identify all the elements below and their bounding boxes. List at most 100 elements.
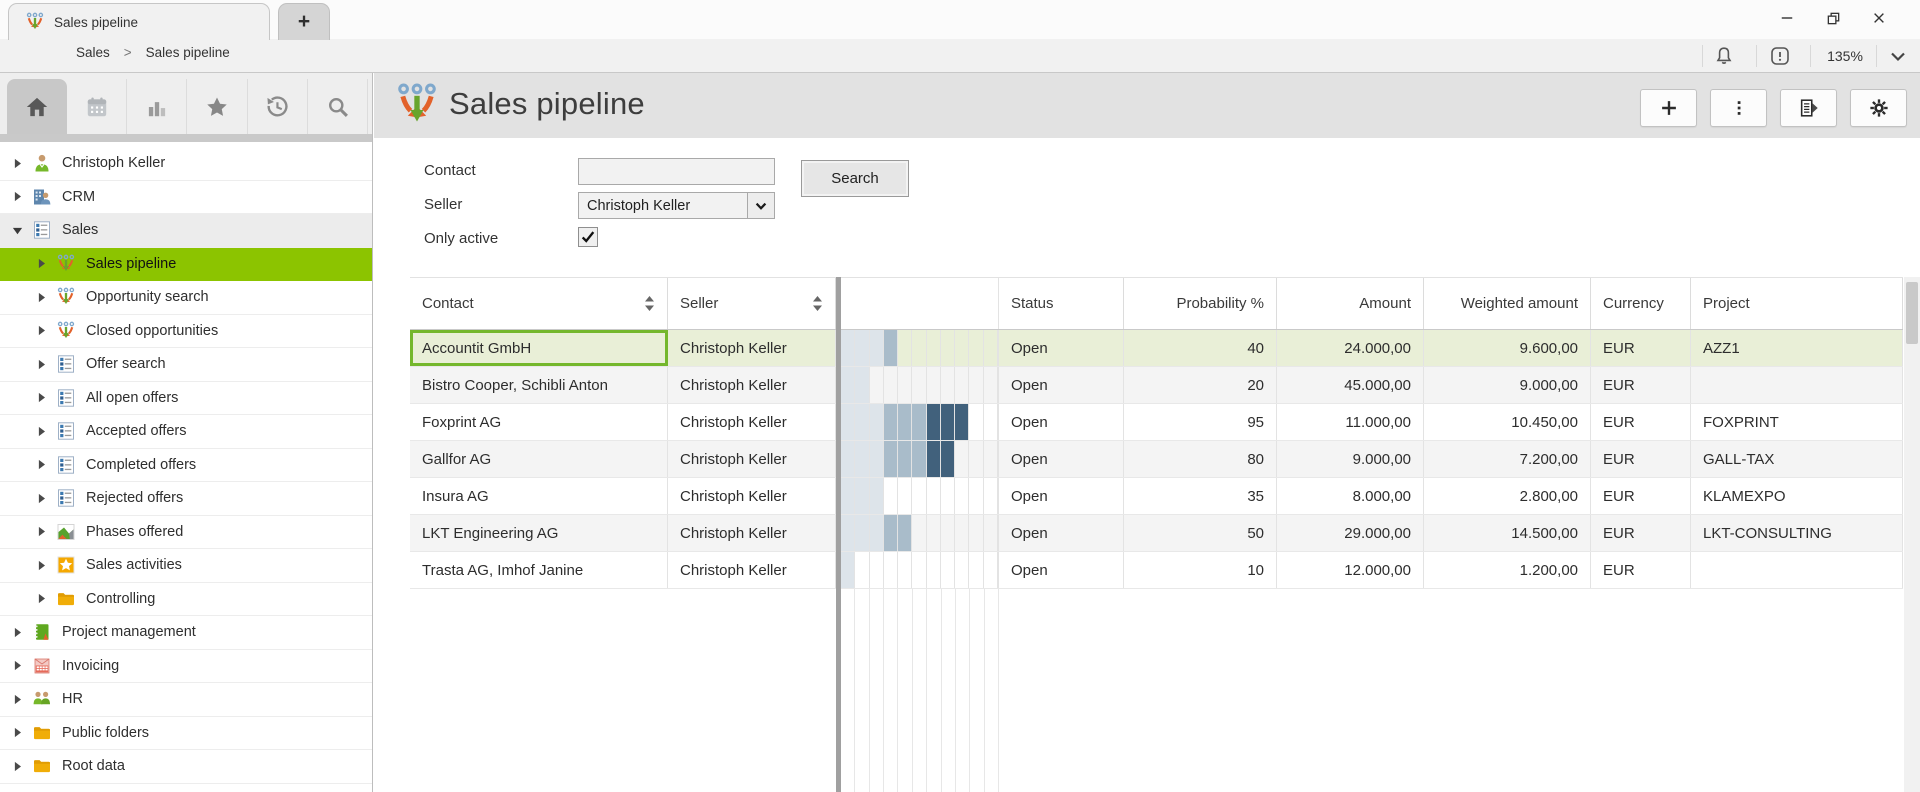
expand-arrow-icon[interactable] — [12, 727, 23, 738]
sidebar-item-public-folders[interactable]: Public folders — [0, 716, 372, 750]
sidebar-item-project-management[interactable]: Project management — [0, 616, 372, 650]
toolbar-calendar-button[interactable] — [67, 79, 128, 134]
toolbar-star-button[interactable] — [188, 79, 248, 134]
expand-arrow-icon[interactable] — [36, 325, 47, 336]
sidebar-item-completed-offers[interactable]: Completed offers — [0, 448, 372, 482]
sidebar-item-invoicing[interactable]: Invoicing — [0, 649, 372, 683]
sidebar-item-label: Invoicing — [62, 657, 120, 674]
toolbar-home-button[interactable] — [7, 79, 67, 134]
expand-arrow-icon[interactable] — [12, 694, 23, 705]
expand-arrow-icon[interactable] — [12, 191, 23, 202]
funnel-bucket — [984, 367, 998, 403]
sidebar-item-label: Accepted offers — [86, 423, 187, 440]
funnel-bucket — [870, 367, 884, 403]
column-header-probability-%: Probability % — [1124, 278, 1277, 329]
sidebar-item-christoph-keller[interactable]: Christoph Keller — [0, 147, 372, 181]
breadcrumb-sales-pipeline[interactable]: Sales pipeline — [145, 45, 230, 60]
column-header-contact[interactable]: Contact — [410, 278, 668, 329]
close-button[interactable] — [1861, 4, 1897, 32]
table-row[interactable]: Accountit GmbH Christoph Keller Open 40 24.0… — [410, 330, 1903, 367]
sidebar-item-phases-offered[interactable]: Phases offered — [0, 515, 372, 549]
sidebar-item-closed-opportunities[interactable]: Closed opportunities — [0, 314, 372, 348]
expand-arrow-icon[interactable] — [12, 158, 23, 169]
settings-button[interactable] — [1850, 89, 1907, 127]
bell-icon[interactable] — [1712, 44, 1736, 68]
minimize-button[interactable] — [1769, 4, 1805, 32]
table-row[interactable]: Insura AG Christoph Keller Open 35 8.000,00 2… — [410, 478, 1903, 515]
expand-arrow-icon[interactable] — [36, 292, 47, 303]
tab-sales-pipeline[interactable]: Sales pipeline — [8, 3, 270, 40]
expand-arrow-icon[interactable] — [36, 493, 47, 504]
funnel-bucket — [841, 478, 856, 514]
report-button[interactable] — [1780, 89, 1837, 127]
sidebar-item-hr[interactable]: HR — [0, 683, 372, 717]
contact-input[interactable] — [578, 158, 775, 185]
divider — [1702, 45, 1703, 67]
toolbar-search-button[interactable] — [308, 79, 368, 134]
vertical-scrollbar[interactable] — [1904, 277, 1920, 792]
expand-arrow-icon[interactable] — [36, 526, 47, 537]
funnel-bucket — [969, 404, 984, 440]
tab-bar: Sales pipeline + — [0, 0, 1920, 40]
restore-button[interactable] — [1815, 4, 1851, 32]
sidebar-item-offer-search[interactable]: Offer search — [0, 348, 372, 382]
history-icon — [264, 94, 290, 120]
toolbar-bar-chart-button[interactable] — [127, 79, 188, 134]
chevron-down-icon[interactable] — [1886, 44, 1910, 68]
cell-seller: Christoph Keller — [668, 552, 836, 588]
search-button[interactable]: Search — [801, 160, 909, 197]
sort-icon[interactable] — [644, 295, 655, 312]
funnel-bucket — [898, 330, 913, 366]
sidebar-item-accepted-offers[interactable]: Accepted offers — [0, 415, 372, 449]
column-header-amount: Amount — [1277, 278, 1424, 329]
sidebar-item-crm[interactable]: CRM — [0, 180, 372, 214]
toolbar-history-button[interactable] — [248, 79, 308, 134]
expand-arrow-icon[interactable] — [12, 761, 23, 772]
column-header-seller[interactable]: Seller — [668, 278, 836, 329]
table-row[interactable]: LKT Engineering AG Christoph Keller Open 50… — [410, 515, 1903, 552]
expand-arrow-icon[interactable] — [36, 426, 47, 437]
more-button[interactable] — [1710, 89, 1767, 127]
new-tab-button[interactable]: + — [278, 3, 330, 40]
expand-arrow-icon[interactable] — [36, 258, 47, 269]
expand-arrow-icon[interactable] — [36, 593, 47, 604]
alert-badge-icon[interactable] — [1768, 44, 1792, 68]
funnel-bucket — [884, 478, 899, 514]
column-header-label: Project — [1703, 295, 1750, 312]
expand-arrow-icon[interactable] — [36, 459, 47, 470]
sidebar-item-label: Offer search — [86, 356, 166, 373]
seller-select[interactable]: Christoph Keller — [578, 192, 775, 219]
funnel-bucket — [841, 367, 856, 403]
expand-arrow-icon[interactable] — [12, 627, 23, 638]
sidebar-item-opportunity-search[interactable]: Opportunity search — [0, 281, 372, 315]
column-header-label: Amount — [1359, 295, 1411, 312]
sidebar-item-all-open-offers[interactable]: All open offers — [0, 381, 372, 415]
sidebar-item-sales-activities[interactable]: Sales activities — [0, 549, 372, 583]
sidebar-item-rejected-offers[interactable]: Rejected offers — [0, 482, 372, 516]
zoom-level[interactable]: 135% — [1827, 48, 1863, 64]
add-button[interactable] — [1640, 89, 1697, 127]
navigation-bar — [0, 39, 1920, 73]
funnel-bucket — [912, 404, 927, 440]
folder-icon — [56, 589, 76, 609]
table-row[interactable]: Foxprint AG Christoph Keller Open 95 11.000,… — [410, 404, 1903, 441]
expand-arrow-icon[interactable] — [36, 560, 47, 571]
table-row[interactable]: Gallfor AG Christoph Keller Open 80 9.000,00… — [410, 441, 1903, 478]
sidebar-item-controlling[interactable]: Controlling — [0, 582, 372, 616]
expand-arrow-icon[interactable] — [12, 660, 23, 671]
table-row[interactable]: Trasta AG, Imhof Janine Christoph Keller O… — [410, 552, 1903, 589]
sidebar-item-sales-pipeline[interactable]: Sales pipeline — [0, 247, 372, 281]
sort-icon[interactable] — [812, 295, 823, 312]
scrollbar-thumb[interactable] — [1906, 282, 1918, 344]
list-icon — [56, 388, 76, 408]
expand-arrow-icon[interactable] — [36, 392, 47, 403]
breadcrumb-sales[interactable]: Sales — [76, 45, 110, 60]
sidebar-item-root-data[interactable]: Root data — [0, 750, 372, 784]
collapse-arrow-icon[interactable] — [12, 225, 23, 236]
table-row[interactable]: Bistro Cooper, Schibli Anton Christoph Ke… — [410, 367, 1903, 404]
sidebar-item-sales[interactable]: Sales — [0, 214, 372, 248]
funnel-bucket — [855, 367, 870, 403]
expand-arrow-icon[interactable] — [36, 359, 47, 370]
contact-label: Contact — [424, 162, 476, 179]
only-active-checkbox[interactable] — [578, 227, 598, 247]
